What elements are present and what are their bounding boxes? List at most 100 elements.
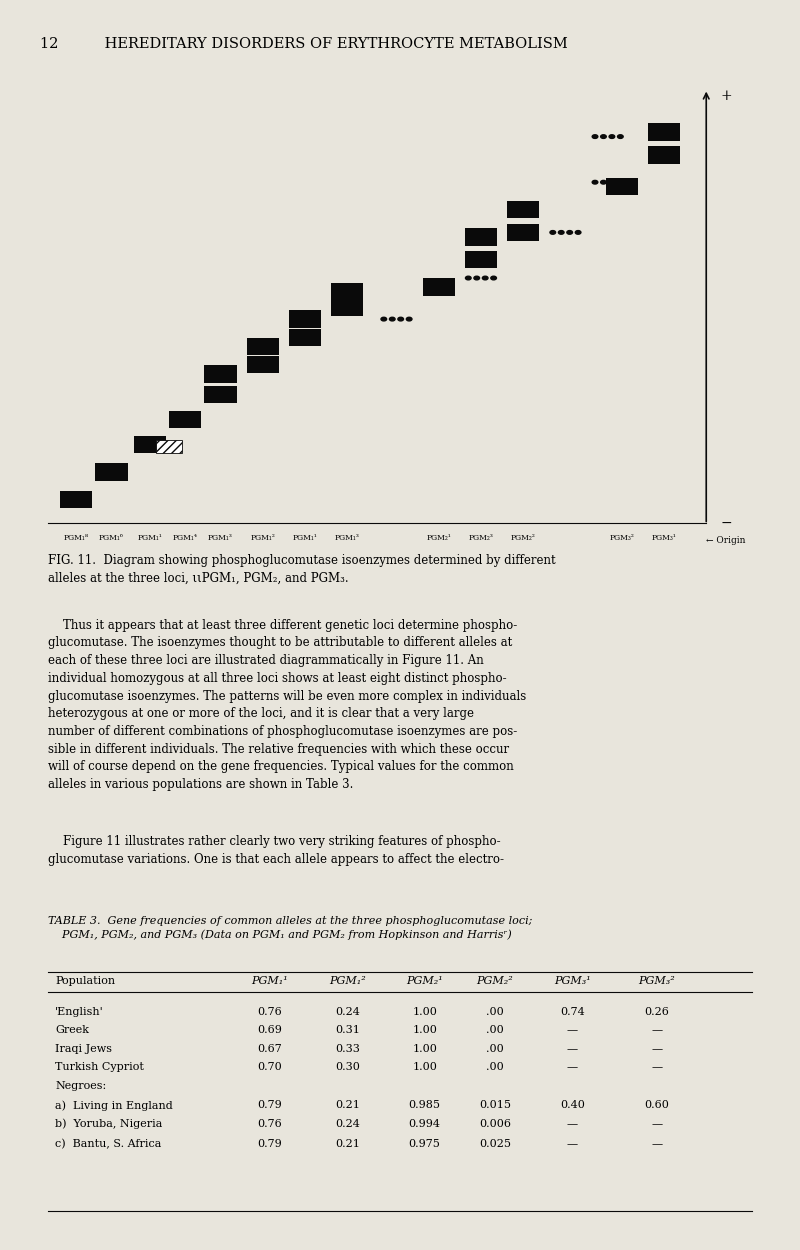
- Text: PGM₂¹: PGM₂¹: [426, 534, 451, 542]
- Bar: [134, 436, 166, 454]
- Circle shape: [601, 135, 606, 139]
- Circle shape: [406, 318, 412, 321]
- Circle shape: [618, 180, 623, 184]
- Text: TABLE 3.  Gene frequencies of common alleles at the three phosphoglucomutase loc: TABLE 3. Gene frequencies of common alle…: [48, 915, 532, 940]
- Bar: [606, 177, 638, 195]
- Bar: [507, 201, 539, 219]
- Text: Iraqi Jews: Iraqi Jews: [55, 1044, 112, 1054]
- Text: PGM₂³: PGM₂³: [469, 534, 494, 542]
- Bar: [648, 124, 680, 141]
- Text: —: —: [567, 1062, 578, 1072]
- Bar: [289, 310, 321, 328]
- Bar: [204, 365, 237, 382]
- Text: PGM₁¹: PGM₁¹: [293, 534, 318, 542]
- Bar: [60, 491, 92, 508]
- Text: —: —: [651, 1139, 662, 1149]
- Text: PGM₃²: PGM₃²: [638, 976, 675, 986]
- Bar: [648, 146, 680, 164]
- Text: PGM₁⁸: PGM₁⁸: [64, 534, 89, 542]
- Text: 0.70: 0.70: [258, 1062, 282, 1072]
- Text: .00: .00: [486, 1008, 504, 1018]
- Circle shape: [482, 276, 488, 280]
- Text: 1.00: 1.00: [412, 1008, 437, 1018]
- Text: PGM₁¹: PGM₁¹: [251, 976, 288, 986]
- Text: PGM₁³: PGM₁³: [334, 534, 360, 542]
- Text: PGM₁²: PGM₁²: [329, 976, 366, 986]
- Bar: [246, 356, 279, 374]
- Text: Thus it appears that at least three different genetic loci determine phospho-
gl: Thus it appears that at least three diff…: [48, 619, 526, 791]
- Bar: [204, 386, 237, 402]
- Circle shape: [592, 180, 598, 184]
- Text: 0.79: 0.79: [258, 1139, 282, 1149]
- Text: PGM₁³: PGM₁³: [208, 534, 233, 542]
- Text: —: —: [567, 1139, 578, 1149]
- Text: b)  Yoruba, Nigeria: b) Yoruba, Nigeria: [55, 1119, 162, 1129]
- Bar: [331, 282, 363, 300]
- Text: —: —: [567, 1044, 578, 1054]
- Text: 0.76: 0.76: [258, 1119, 282, 1129]
- Text: 0.69: 0.69: [258, 1025, 282, 1035]
- Circle shape: [567, 230, 573, 234]
- Text: FIG. 11.  Diagram showing phosphoglucomutase isoenzymes determined by different
: FIG. 11. Diagram showing phosphoglucomut…: [48, 554, 556, 585]
- Text: 1.00: 1.00: [412, 1062, 437, 1072]
- Text: 0.40: 0.40: [560, 1100, 585, 1110]
- Bar: [246, 338, 279, 355]
- Circle shape: [466, 276, 471, 280]
- Text: 0.24: 0.24: [334, 1119, 360, 1129]
- Text: c)  Bantu, S. Africa: c) Bantu, S. Africa: [55, 1139, 162, 1149]
- Bar: [95, 464, 127, 480]
- Text: 0.26: 0.26: [645, 1008, 670, 1018]
- Text: 0.025: 0.025: [479, 1139, 511, 1149]
- Circle shape: [609, 135, 614, 139]
- Text: 12          HEREDITARY DISORDERS OF ERYTHROCYTE METABOLISM: 12 HEREDITARY DISORDERS OF ERYTHROCYTE M…: [40, 36, 568, 51]
- Text: —: —: [651, 1044, 662, 1054]
- Circle shape: [592, 135, 598, 139]
- Circle shape: [398, 318, 403, 321]
- Text: 'English': 'English': [55, 1008, 104, 1018]
- Bar: [465, 229, 497, 246]
- Circle shape: [609, 180, 614, 184]
- Text: PGM₃¹: PGM₃¹: [554, 976, 591, 986]
- Text: .00: .00: [486, 1062, 504, 1072]
- Text: 0.015: 0.015: [479, 1100, 511, 1110]
- Circle shape: [474, 276, 479, 280]
- Bar: [169, 411, 202, 429]
- Text: 0.60: 0.60: [645, 1100, 670, 1110]
- Text: +: +: [720, 89, 732, 102]
- Circle shape: [575, 230, 581, 234]
- Circle shape: [601, 180, 606, 184]
- Text: Figure 11 illustrates rather clearly two very striking features of phospho-
gluc: Figure 11 illustrates rather clearly two…: [48, 835, 504, 866]
- Text: 0.994: 0.994: [409, 1119, 441, 1129]
- Text: −: −: [720, 516, 732, 530]
- Circle shape: [381, 318, 386, 321]
- Circle shape: [558, 230, 564, 234]
- Bar: [156, 440, 182, 454]
- Text: PGM₁¹: PGM₁¹: [138, 534, 162, 542]
- Text: 0.21: 0.21: [334, 1100, 360, 1110]
- Text: 0.006: 0.006: [479, 1119, 511, 1129]
- Bar: [507, 224, 539, 241]
- Text: 0.74: 0.74: [560, 1008, 585, 1018]
- Circle shape: [491, 276, 497, 280]
- Text: 0.31: 0.31: [334, 1025, 360, 1035]
- Text: 0.24: 0.24: [334, 1008, 360, 1018]
- Text: ← Origin: ← Origin: [706, 536, 746, 545]
- Text: PGM₁²: PGM₁²: [250, 534, 275, 542]
- Text: 0.30: 0.30: [334, 1062, 360, 1072]
- Text: Population: Population: [55, 976, 115, 986]
- Text: PGM₃²: PGM₃²: [610, 534, 634, 542]
- Text: 1.00: 1.00: [412, 1025, 437, 1035]
- Text: PGM₂¹: PGM₂¹: [406, 976, 443, 986]
- Bar: [331, 299, 363, 316]
- Circle shape: [618, 135, 623, 139]
- Bar: [422, 279, 455, 296]
- Text: PGM₂²: PGM₂²: [477, 976, 514, 986]
- Text: PGM₁⁶: PGM₁⁶: [99, 534, 124, 542]
- Text: 0.79: 0.79: [258, 1100, 282, 1110]
- Text: 0.67: 0.67: [258, 1044, 282, 1054]
- Bar: [289, 329, 321, 346]
- Text: —: —: [567, 1025, 578, 1035]
- Bar: [465, 251, 497, 269]
- Text: a)  Living in England: a) Living in England: [55, 1100, 173, 1111]
- Text: —: —: [651, 1025, 662, 1035]
